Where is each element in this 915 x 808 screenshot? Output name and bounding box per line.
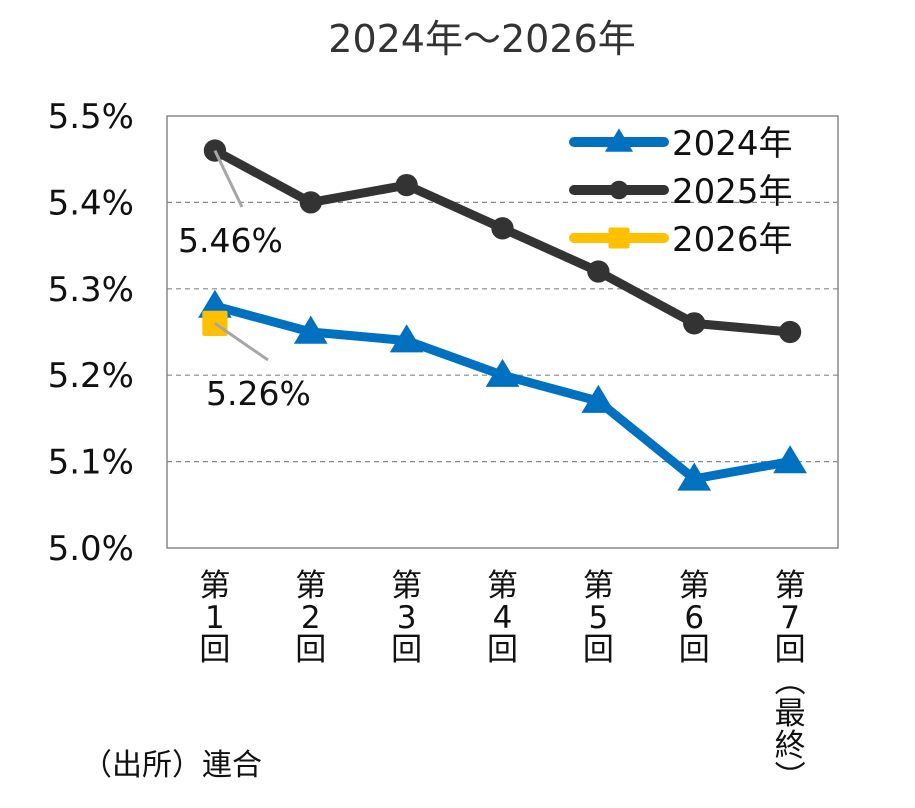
- y-tick-label: 5.3%: [48, 270, 134, 310]
- x-tick-char: 7: [780, 600, 800, 636]
- data-point: [491, 217, 514, 240]
- x-tick-char: 第: [679, 568, 710, 604]
- x-tick-char: ︶: [775, 760, 806, 796]
- x-tick-char: 第: [295, 568, 326, 604]
- data-point: [609, 180, 629, 200]
- legend-label: 2026年: [672, 220, 793, 260]
- x-tick-char: 回: [391, 632, 422, 668]
- y-tick-label: 5.5%: [48, 97, 134, 137]
- x-tick-char: 回: [487, 632, 518, 668]
- x-tick-char: 第: [583, 568, 614, 604]
- x-tick-char: 2: [301, 600, 321, 636]
- gridlines: [167, 201, 838, 463]
- data-labels: 5.46% 5.26%: [178, 221, 311, 413]
- x-tick-label: 第5回: [583, 568, 614, 668]
- data-point: [203, 139, 227, 162]
- x-tick-char: 回: [775, 632, 806, 668]
- leader-line: [213, 149, 244, 208]
- data-label: 5.26%: [206, 374, 311, 413]
- x-tick-char: ︵: [775, 664, 806, 700]
- legend-label: 2025年: [672, 172, 793, 212]
- data-point: [587, 260, 610, 283]
- data-label: 5.46%: [178, 221, 283, 260]
- x-tick-char: 第: [775, 568, 806, 604]
- series-2024年: [198, 289, 807, 491]
- plot-area: [166, 115, 839, 549]
- y-tick-label: 5.0%: [48, 529, 134, 569]
- x-tick-label: 第4回: [487, 568, 518, 668]
- x-tick-char: 1: [205, 600, 225, 636]
- data-point: [677, 462, 712, 491]
- x-tick-label: 第1回: [199, 568, 230, 668]
- data-point: [389, 324, 424, 353]
- x-tick-label: 第6回: [679, 568, 710, 668]
- data-point: [299, 191, 322, 214]
- source-note: （出所）連合: [82, 748, 262, 783]
- data-point: [778, 320, 802, 344]
- data-point: [293, 315, 328, 344]
- series-2025年: [203, 139, 802, 344]
- legend: 2024年 2025年 2026年: [569, 124, 793, 260]
- y-tick-label: 5.2%: [48, 356, 134, 396]
- x-tick-char: 第: [199, 568, 230, 604]
- data-point: [683, 312, 706, 335]
- data-point: [604, 128, 634, 152]
- annotation-leader-lines: [213, 149, 269, 362]
- data-point: [608, 227, 630, 249]
- x-tick-label: 第2回: [295, 568, 326, 668]
- y-tick-label: 5.1%: [48, 443, 134, 483]
- x-tick-char: 最: [775, 696, 806, 732]
- data-point: [581, 384, 616, 413]
- x-tick-char: 6: [684, 600, 704, 636]
- y-axis-ticks: 5.0% 5.1% 5.2% 5.3% 5.4% 5.5%: [48, 97, 134, 569]
- series-group: [198, 139, 807, 491]
- data-point: [485, 358, 520, 387]
- x-tick-char: 5: [588, 600, 608, 636]
- data-point: [773, 445, 807, 474]
- x-tick-char: 3: [397, 600, 417, 636]
- x-tick-char: 第: [487, 568, 518, 604]
- x-tick-char: 回: [199, 632, 230, 668]
- legend-label: 2024年: [672, 124, 793, 164]
- x-tick-char: 回: [679, 632, 710, 668]
- x-tick-char: 4: [493, 600, 513, 636]
- legend-item: 2026年: [569, 220, 793, 260]
- x-tick-char: 回: [295, 632, 326, 668]
- chart-title: 2024年～2026年: [328, 17, 635, 61]
- x-tick-char: 第: [391, 568, 422, 604]
- x-tick-char: 回: [583, 632, 614, 668]
- x-tick-char: 終: [775, 728, 806, 764]
- x-tick-label: 第3回: [391, 568, 422, 668]
- legend-item: 2024年: [569, 124, 793, 164]
- legend-item: 2025年: [569, 172, 793, 212]
- leader-line: [214, 322, 269, 362]
- x-tick-label: 第7回︵最終︶: [775, 568, 806, 796]
- data-point: [395, 173, 418, 197]
- y-tick-label: 5.4%: [48, 183, 134, 223]
